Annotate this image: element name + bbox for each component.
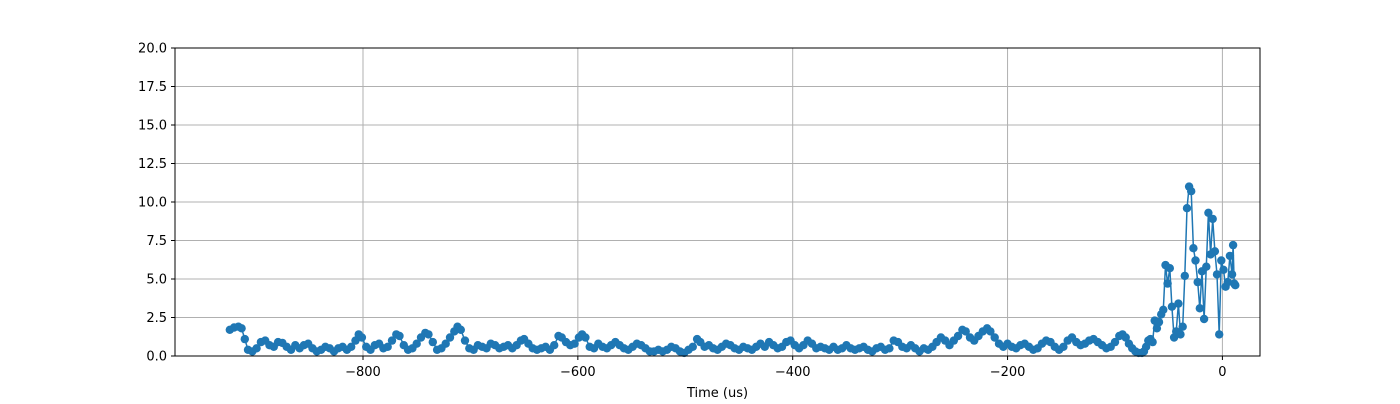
data-point (1165, 264, 1175, 273)
data-point (351, 336, 360, 345)
data-point (1208, 214, 1217, 224)
data-point (1202, 262, 1211, 271)
data-point (460, 336, 470, 345)
data-point (428, 337, 437, 347)
data-point (581, 333, 590, 342)
data-point (1231, 281, 1240, 290)
x-axis-label: Time (us) (686, 386, 748, 400)
data-point (1227, 270, 1237, 279)
data-point (1191, 256, 1200, 265)
data-point (1148, 337, 1157, 347)
data-point (1163, 279, 1172, 288)
data-point (1225, 251, 1235, 261)
y-tick-label: 17.5 (138, 80, 167, 95)
data-point (1193, 277, 1202, 287)
x-tick-label: −800 (345, 365, 381, 380)
data-point (1204, 208, 1213, 217)
y-tick-label: 15.0 (138, 119, 167, 134)
data-point (445, 333, 455, 342)
data-point (1182, 204, 1192, 213)
data-series (225, 182, 1240, 358)
data-point (990, 333, 999, 342)
y-tick-label: 12.5 (138, 157, 167, 172)
data-point (1159, 305, 1168, 314)
data-point (1215, 330, 1224, 339)
data-point (986, 327, 995, 336)
data-point (252, 344, 261, 353)
y-tick-label: 20.0 (138, 42, 167, 57)
data-point (456, 325, 465, 334)
data-point (1223, 277, 1233, 287)
data-point (885, 344, 894, 353)
data-point (347, 342, 356, 351)
data-point (1176, 330, 1185, 339)
y-tick-label: 5.0 (146, 273, 167, 288)
data-point (1178, 322, 1187, 331)
data-point (1121, 333, 1130, 342)
data-point (1210, 247, 1220, 256)
data-point (441, 339, 450, 348)
data-point (570, 339, 579, 348)
axis-ticks: −800 −600 −400 −200 0 0.0 2.5 5.0 7.5 10.0 12.5 15.… (138, 42, 1226, 381)
y-tick-label: 0.0 (146, 350, 167, 365)
data-point (1195, 304, 1205, 313)
data-point (1199, 314, 1209, 324)
data-point (1180, 271, 1190, 281)
data-point (387, 336, 397, 345)
data-point (1110, 337, 1120, 347)
data-point (1219, 265, 1228, 274)
data-point (1217, 256, 1226, 265)
data-point (1167, 302, 1177, 311)
data-point (395, 331, 404, 341)
data-point (688, 342, 697, 351)
x-tick-label: −600 (560, 365, 596, 380)
x-tick-label: 0 (1218, 365, 1226, 380)
y-tick-label: 2.5 (146, 311, 167, 326)
data-point (1189, 244, 1198, 253)
data-point (1187, 187, 1196, 196)
y-tick-label: 10.0 (138, 196, 167, 211)
y-tick-label: 7.5 (146, 234, 167, 249)
data-point (357, 333, 367, 342)
data-point (424, 330, 433, 339)
data-point (1212, 270, 1222, 279)
data-point (383, 342, 392, 351)
data-point (1174, 299, 1183, 308)
data-point (412, 339, 421, 348)
x-tick-label: −400 (775, 365, 811, 380)
data-point (1228, 240, 1238, 250)
x-tick-label: −200 (990, 365, 1026, 380)
data-point (550, 341, 559, 350)
data-point (1059, 342, 1068, 351)
data-point (953, 331, 963, 341)
data-point (961, 327, 970, 336)
data-point (240, 334, 249, 344)
data-point (237, 324, 246, 333)
data-point (1154, 317, 1164, 327)
